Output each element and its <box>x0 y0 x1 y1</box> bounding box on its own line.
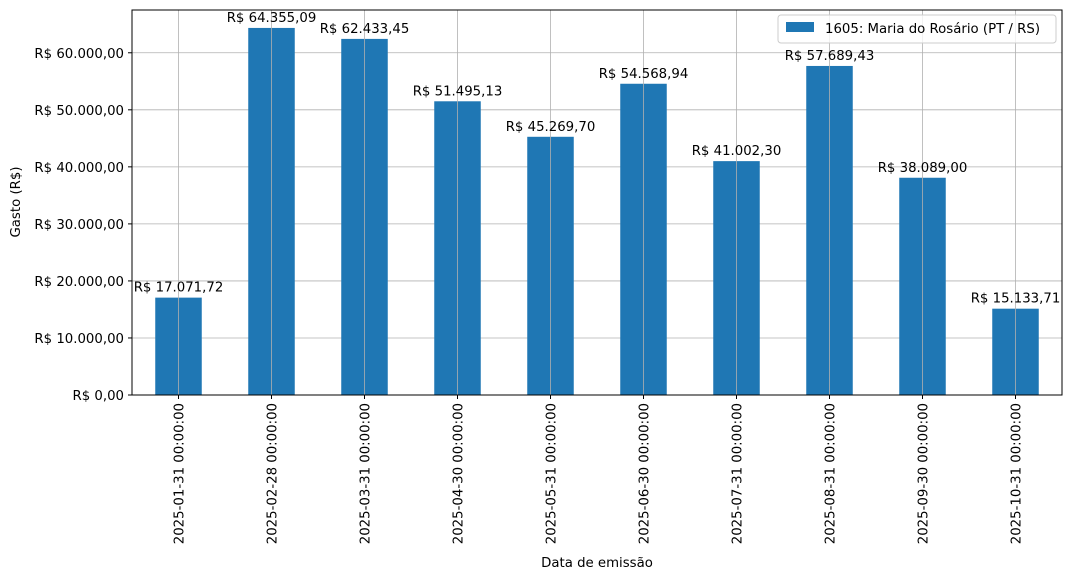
bar-value-label: R$ 64.355,09 <box>227 11 317 26</box>
bar-value-label: R$ 38.089,00 <box>878 161 968 176</box>
x-tick-label: 2025-03-31 00:00:00 <box>359 403 374 544</box>
bar-value-labels: R$ 17.071,72 R$ 64.355,09R$ 62.433,45 R$ 5… <box>134 11 1061 307</box>
x-tick-label: 2025-01-31 00:00:00 <box>173 403 188 544</box>
x-tick-label: 2025-06-30 00:00:00 <box>638 403 653 544</box>
bar-value-label: R$ 45.269,70 <box>506 120 596 135</box>
x-tick-label: 2025-10-31 00:00:00 <box>1010 403 1025 544</box>
y-tick-label: R$ 0,00 <box>72 389 124 404</box>
y-tick-label: R$ 30.000,00 <box>34 218 124 233</box>
legend-entry: 1605: Maria do Rosário (PT / RS) <box>825 21 1040 37</box>
y-tick-label: R$ 50.000,00 <box>34 104 124 119</box>
x-axis-label: Data de emissão <box>541 556 653 571</box>
y-tick-label: R$ 10.000,00 <box>34 332 124 347</box>
x-tick-label: 2025-05-31 00:00:00 <box>545 403 560 544</box>
legend: 1605: Maria do Rosário (PT / RS) <box>777 14 1057 44</box>
y-axis-ticks: R$ 0,00 R$ 10.000,00 R$ 20.000,00 R$ 30.000… <box>34 47 132 404</box>
plot-frame <box>131 9 1063 396</box>
bar-value-label: R$ 15.133,71 <box>971 292 1061 307</box>
x-tick-label: 2025-04-30 00:00:00 <box>452 403 467 544</box>
x-tick-label: 2025-02-28 00:00:00 <box>266 403 281 544</box>
bar-value-label: R$ 62.433,45 <box>320 22 410 37</box>
legend-swatch <box>786 22 814 32</box>
x-tick-label: 2025-08-31 00:00:00 <box>824 403 839 544</box>
bar-value-label: R$ 17.071,72 <box>134 281 224 296</box>
bar-value-label: R$ 41.002,30 <box>692 144 782 159</box>
bar-value-label: R$ 57.689,43 <box>785 49 875 64</box>
bar-value-label: R$ 54.568,94 <box>599 67 689 82</box>
x-tick-label: 2025-09-30 00:00:00 <box>917 403 932 544</box>
y-axis-label: Gasto (R$) <box>9 166 24 237</box>
x-tick-label: 2025-07-31 00:00:00 <box>731 403 746 544</box>
legend-box <box>777 14 1057 44</box>
y-tick-label: R$ 20.000,00 <box>34 275 124 290</box>
y-tick-label: R$ 60.000,00 <box>34 47 124 62</box>
bar-value-label: R$ 51.495,13 <box>413 84 503 99</box>
vertical-grid-lines <box>178 10 1016 395</box>
y-tick-label: R$ 40.000,00 <box>34 161 124 176</box>
x-axis-ticks: 2025-01-31 00:00:00 2025-02-28 00:00:00 20… <box>173 395 1025 544</box>
